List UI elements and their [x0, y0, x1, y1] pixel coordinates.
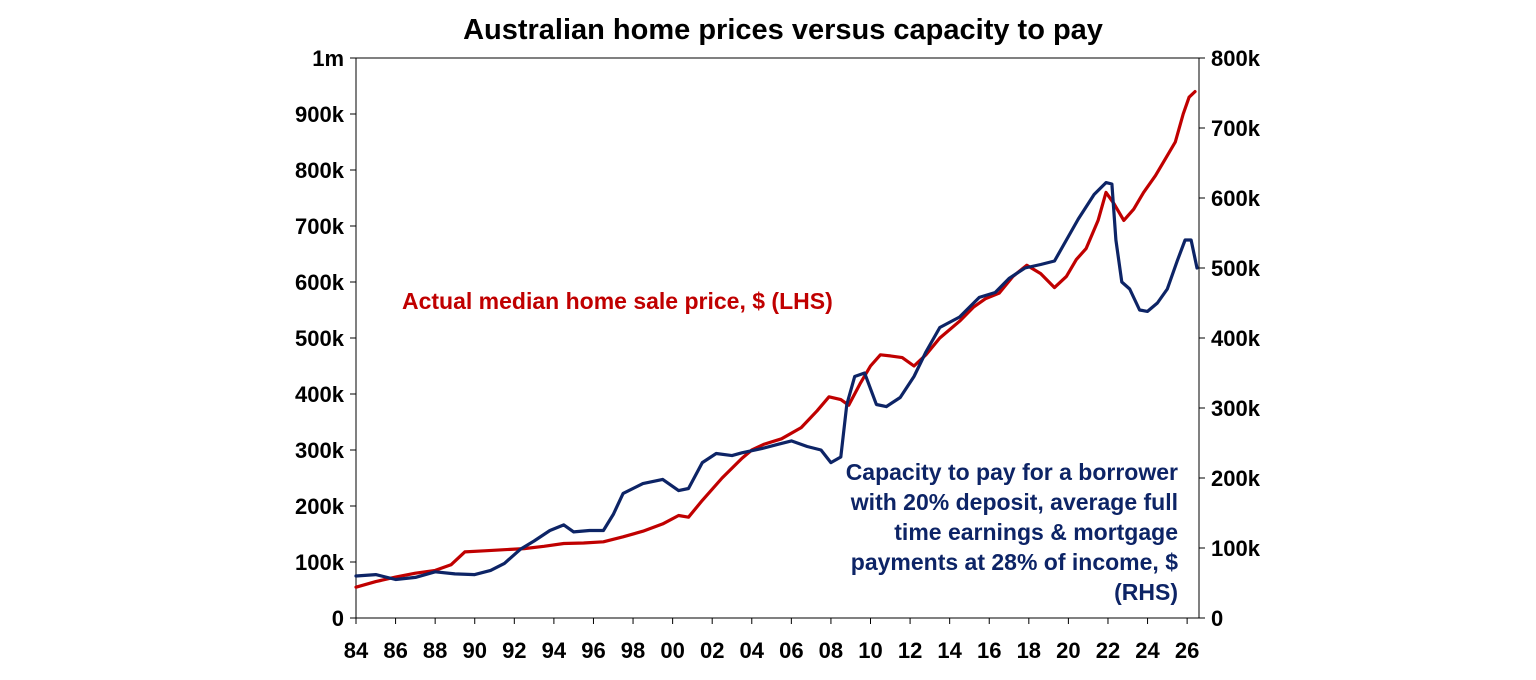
left-axis-tick-label: 700k	[295, 214, 345, 239]
x-axis-tick-label: 98	[621, 638, 645, 663]
right-axis-tick-label: 200k	[1211, 466, 1261, 491]
left-axis-tick-label: 1m	[312, 46, 344, 71]
x-axis-tick-label: 92	[502, 638, 526, 663]
capacity-annotation-line: time earnings & mortgage	[894, 519, 1178, 545]
capacity-annotation-line: with 20% deposit, average full	[850, 489, 1178, 515]
x-axis-tick-label: 26	[1175, 638, 1199, 663]
x-axis-tick-label: 10	[858, 638, 882, 663]
left-axis-tick-label: 800k	[295, 158, 345, 183]
x-axis-tick-label: 06	[779, 638, 803, 663]
right-axis-tick-label: 100k	[1211, 536, 1261, 561]
x-axis-tick-label: 18	[1017, 638, 1041, 663]
left-axis-tick-label: 400k	[295, 382, 345, 407]
price-series-line	[354, 90, 1197, 589]
x-axis-tick-label: 84	[344, 638, 369, 663]
left-axis-tick-label: 300k	[295, 438, 345, 463]
left-axis-tick-label: 0	[332, 606, 344, 631]
left-axis-tick-label: 900k	[295, 102, 345, 127]
left-axis-tick-label: 100k	[295, 550, 345, 575]
capacity-annotation-line: (RHS)	[1114, 579, 1178, 605]
x-axis-tick-label: 02	[700, 638, 724, 663]
x-axis-tick-label: 24	[1135, 638, 1160, 663]
x-axis-tick-label: 00	[660, 638, 684, 663]
price-series-annotation: Actual median home sale price, $ (LHS)	[402, 288, 833, 314]
capacity-series-line	[354, 181, 1199, 582]
left-axis-tick-label: 500k	[295, 326, 345, 351]
x-axis-tick-label: 22	[1096, 638, 1120, 663]
right-axis-tick-label: 500k	[1211, 256, 1261, 281]
x-axis-tick-label: 96	[581, 638, 605, 663]
left-axis-tick-label: 200k	[295, 494, 345, 519]
right-axis-tick-label: 300k	[1211, 396, 1261, 421]
capacity-annotation-line: Capacity to pay for a borrower	[846, 459, 1178, 485]
right-axis-tick-label: 800k	[1211, 46, 1261, 71]
x-axis-tick-label: 08	[819, 638, 843, 663]
x-axis-tick-label: 12	[898, 638, 922, 663]
capacity-series-annotation: Capacity to pay for a borrower with 20% d…	[846, 459, 1179, 605]
right-axis-tick-label: 700k	[1211, 116, 1261, 141]
right-axis-tick-label: 600k	[1211, 186, 1261, 211]
right-axis-tick-label: 400k	[1211, 326, 1261, 351]
right-axis-tick-label: 0	[1211, 606, 1223, 631]
x-axis-tick-label: 90	[462, 638, 486, 663]
x-axis-tick-label: 04	[740, 638, 765, 663]
chart-title: Australian home prices versus capacity t…	[463, 14, 1103, 46]
x-axis-tick-label: 94	[542, 638, 567, 663]
x-axis-tick-label: 14	[937, 638, 962, 663]
x-axis-tick-label: 86	[383, 638, 407, 663]
capacity-annotation-line: payments at 28% of income, $	[851, 549, 1178, 575]
x-axis-tick-label: 88	[423, 638, 447, 663]
x-axis-tick-label: 20	[1056, 638, 1080, 663]
x-axis-tick-label: 16	[977, 638, 1001, 663]
left-axis-tick-label: 600k	[295, 270, 345, 295]
